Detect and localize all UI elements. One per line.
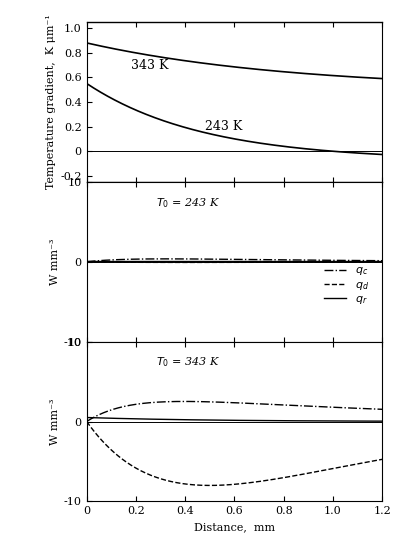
$q_d$ — [261, 259, 266, 266]
$q_r$ — [260, 258, 265, 264]
$q_d$ — [183, 259, 188, 266]
$q_c$ — [260, 256, 265, 263]
Y-axis label: W mm⁻³: W mm⁻³ — [50, 398, 59, 445]
$q_r$ — [259, 258, 264, 264]
$q_c$ — [353, 257, 358, 264]
$q_d$ — [335, 259, 339, 266]
Line: $q_c$: $q_c$ — [87, 259, 382, 262]
Y-axis label: W mm⁻³: W mm⁻³ — [50, 239, 59, 285]
$q_r$ — [352, 258, 357, 264]
$q_d$ — [260, 259, 265, 266]
$q_r$ — [333, 258, 338, 264]
Text: $T_0$ = 343 K: $T_0$ = 343 K — [156, 355, 220, 369]
Legend: $q_c$, $q_d$, $q_r$: $q_c$, $q_d$, $q_r$ — [320, 261, 374, 310]
Text: 243 K: 243 K — [205, 120, 242, 133]
$q_d$ — [84, 258, 89, 265]
$q_d$ — [353, 259, 358, 266]
Text: 343 K: 343 K — [131, 59, 169, 72]
$q_c$ — [261, 256, 266, 263]
$q_d$ — [266, 259, 271, 266]
$q_c$ — [266, 256, 271, 263]
$q_r$ — [265, 258, 270, 264]
$q_d$ — [380, 259, 385, 266]
$q_c$ — [85, 258, 90, 265]
$q_r$ — [85, 258, 90, 264]
$q_c$ — [84, 258, 89, 265]
$q_r$ — [84, 258, 89, 264]
Y-axis label: Temperature gradient,  K μm⁻¹: Temperature gradient, K μm⁻¹ — [46, 14, 56, 190]
$q_c$ — [335, 257, 339, 264]
$q_c$ — [380, 257, 385, 264]
$q_d$ — [85, 258, 90, 265]
Text: $T_0$ = 243 K: $T_0$ = 243 K — [156, 196, 220, 209]
$q_r$ — [380, 258, 385, 264]
X-axis label: Distance,  mm: Distance, mm — [194, 522, 275, 532]
$q_c$ — [164, 256, 169, 262]
